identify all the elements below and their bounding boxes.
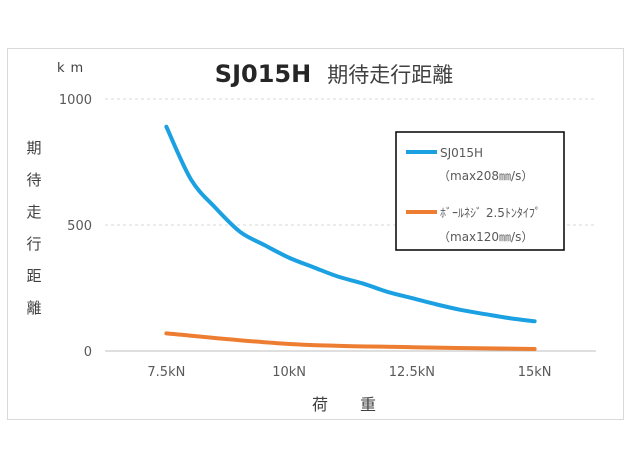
y-axis-label-char: 走 xyxy=(26,203,41,221)
legend-label-ballscrew: ﾎﾞｰﾙﾈｼﾞ 2.5ﾄﾝﾀｲﾌﾟ xyxy=(440,206,541,220)
x-tick-label: 7.5kN xyxy=(147,365,185,380)
chart-title-suffix: 期待走行距離 xyxy=(327,63,453,87)
x-tick-labels: 7.5kN 10kN 12.5kN 15kN xyxy=(147,365,551,380)
y-axis-label: 期待走行距離 xyxy=(26,139,41,317)
y-tick-label: 0 xyxy=(84,345,92,360)
chart-title-model: SJ015H xyxy=(215,60,311,88)
y-axis-label-char: 離 xyxy=(26,299,41,317)
legend-note-ballscrew: （max120㎜/s） xyxy=(438,230,533,244)
y-tick-label: 500 xyxy=(67,219,92,234)
legend: SJ015H （max208㎜/s） ﾎﾞｰﾙﾈｼﾞ 2.5ﾄﾝﾀｲﾌﾟ （ma… xyxy=(395,131,565,251)
x-tick-label: 15kN xyxy=(518,365,552,380)
legend-note-sj015h: （max208㎜/s） xyxy=(438,169,533,183)
series-line-1 xyxy=(164,331,537,351)
y-axis-label-char: 待 xyxy=(26,171,41,189)
legend-label-sj015h: SJ015H xyxy=(440,146,483,160)
y-tick-labels: 0 500 1000 xyxy=(59,93,92,360)
x-axis-label: 荷 重 xyxy=(312,395,376,414)
series-line-0 xyxy=(164,124,537,324)
legend-box xyxy=(395,131,565,251)
unit-label: km xyxy=(57,61,89,76)
y-axis-label-char: 距 xyxy=(26,267,41,285)
x-tick-label: 10kN xyxy=(272,365,306,380)
y-tick-label: 1000 xyxy=(59,93,92,108)
series-lines xyxy=(164,124,537,351)
y-axis-label-char: 期 xyxy=(26,139,41,157)
x-tick-label: 12.5kN xyxy=(389,365,435,380)
chart-title: SJ015H 期待走行距離 xyxy=(215,60,453,88)
y-axis-label-char: 行 xyxy=(26,235,41,253)
